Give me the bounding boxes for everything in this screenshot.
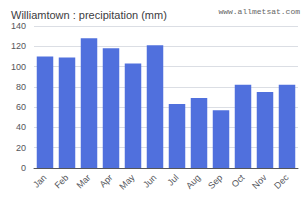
svg-text:Williamtown : precipitation (m: Williamtown : precipitation (mm) xyxy=(11,9,167,21)
svg-text:Feb: Feb xyxy=(53,172,71,190)
svg-text:Dec: Dec xyxy=(272,172,291,191)
svg-text:Sep: Sep xyxy=(206,172,224,190)
svg-text:Apr: Apr xyxy=(98,172,115,189)
svg-text:0: 0 xyxy=(21,163,26,173)
svg-text:20: 20 xyxy=(16,143,26,153)
svg-text:60: 60 xyxy=(16,102,26,112)
svg-text:Jun: Jun xyxy=(141,172,158,189)
svg-text:Oct: Oct xyxy=(230,172,247,189)
svg-text:120: 120 xyxy=(11,41,26,51)
svg-text:Jan: Jan xyxy=(31,172,48,189)
svg-text:May: May xyxy=(117,172,136,191)
svg-text:Aug: Aug xyxy=(184,172,202,190)
svg-text:140: 140 xyxy=(11,21,26,31)
svg-text:40: 40 xyxy=(16,122,26,132)
svg-text:www.allmetsat.com: www.allmetsat.com xyxy=(218,7,300,16)
svg-text:Nov: Nov xyxy=(250,172,269,191)
svg-text:100: 100 xyxy=(11,62,26,72)
svg-text:Mar: Mar xyxy=(75,172,93,190)
svg-text:Jul: Jul xyxy=(165,172,180,187)
svg-text:80: 80 xyxy=(16,82,26,92)
